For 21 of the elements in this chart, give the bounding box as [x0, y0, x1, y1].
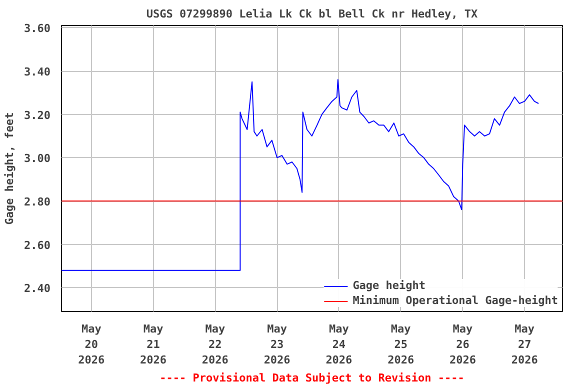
y-tick-label: 3.20	[24, 108, 51, 122]
y-tick-label: 3.40	[24, 66, 51, 78]
y-tick-label: 2.80	[24, 196, 51, 208]
legend-label: Minimum Operational Gage-height	[352, 294, 558, 307]
y-tick-label: 3.60	[24, 22, 51, 36]
x-tick-label: May 25 2026	[388, 322, 414, 367]
y-axis-title: Gage height, feet	[3, 112, 16, 225]
y-tick-label: 2.60	[24, 238, 51, 252]
text: ---- Provisional Data Subject to Revision ----	[160, 372, 464, 384]
chart-title: USGS 07299890 Lelia Lk Ck bl Bell Ck nr Hedley, TX	[146, 8, 478, 20]
y-tick-label: 2.40	[24, 282, 51, 296]
line-series	[62, 79, 540, 271]
x-tick-label: May 24 2026	[326, 322, 353, 367]
x-tick-label: May 21 2026	[140, 322, 167, 367]
x-tick-label: May 22 2026	[202, 322, 229, 367]
y-tick-label: 3.00	[24, 152, 51, 166]
legend-label: Gage height	[352, 279, 426, 292]
x-tick-label: May 27 2026	[511, 322, 538, 367]
x-tick-label: May 20 2026	[78, 322, 106, 367]
x-tick-label: May 23 2026	[264, 322, 291, 367]
x-tick-label: May 26 2026	[449, 322, 476, 367]
